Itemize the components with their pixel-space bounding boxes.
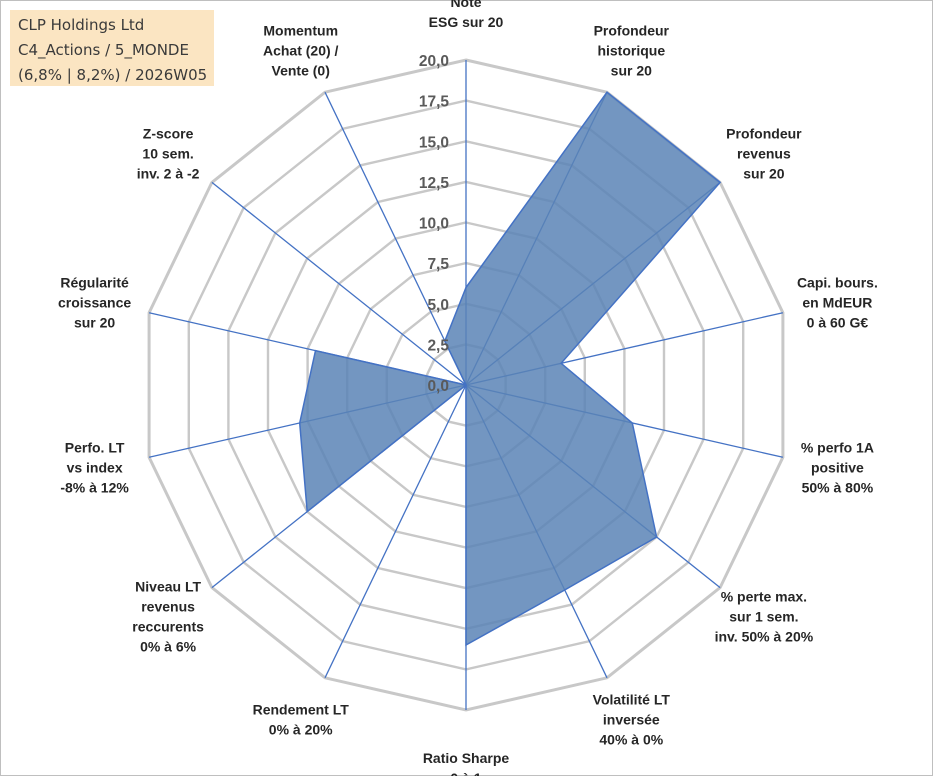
tick-label: 5,0 bbox=[427, 297, 449, 314]
radial-tick-labels: 0,0 2,5 5,0 7,5 10,0 12,5 15,0 17,5 20,0 bbox=[419, 53, 450, 395]
axis-label-line: Note bbox=[450, 0, 481, 10]
axis-label: Z-score 10 sem. inv. 2 à -2 bbox=[137, 126, 200, 182]
axis-label: Momentum Achat (20) / Vente (0) bbox=[263, 23, 339, 79]
axis-label-line: Niveau LT bbox=[135, 578, 201, 594]
axis-label: % perfo 1A positive 50% à 80% bbox=[801, 440, 874, 496]
axis-label-line: 10 sem. bbox=[142, 146, 193, 162]
tick-label: 12,5 bbox=[419, 175, 450, 192]
axis-label-line: ESG sur 20 bbox=[429, 14, 504, 30]
axis-label-line: Perfo. LT bbox=[65, 440, 125, 456]
axis-label-line: revenus bbox=[141, 598, 195, 614]
axis-label-line: 0 à 1 bbox=[450, 770, 481, 776]
axis-label-line: Profondeur bbox=[726, 126, 802, 142]
axis-label: Profondeur revenus sur 20 bbox=[726, 126, 802, 182]
axis-label-line: -8% à 12% bbox=[60, 480, 129, 496]
axis-label: Régularité croissance sur 20 bbox=[58, 274, 131, 330]
axis-label-line: Volatilité LT bbox=[593, 691, 671, 707]
axis-label-line: % perte max. bbox=[721, 588, 807, 604]
axis-spoke bbox=[324, 384, 467, 679]
chart-title-box: CLP Holdings Ltd C4_Actions / 5_MONDE (6… bbox=[10, 10, 214, 86]
axis-label-line: sur 1 sem. bbox=[729, 608, 798, 624]
axis-label: % perte max. sur 1 sem. inv. 50% à 20% bbox=[715, 588, 814, 644]
axis-label-line: revenus bbox=[737, 146, 791, 162]
axis-label-line: historique bbox=[597, 43, 665, 59]
tick-label: 7,5 bbox=[427, 256, 449, 273]
tick-label: 17,5 bbox=[419, 94, 450, 111]
tick-label: 2,5 bbox=[427, 337, 449, 354]
axis-label-line: 0 à 60 G€ bbox=[807, 314, 869, 330]
axis-label: Ratio Sharpe 0 à 1 bbox=[423, 750, 510, 776]
axis-label-line: Capi. bours. bbox=[797, 274, 878, 290]
tick-label: 0,0 bbox=[427, 378, 449, 395]
radar-series bbox=[298, 91, 722, 647]
axis-label-line: 40% à 0% bbox=[599, 731, 663, 747]
axis-label-line: vs index bbox=[67, 460, 123, 476]
axis-label-line: sur 20 bbox=[611, 63, 652, 79]
axis-label-line: en MdEUR bbox=[802, 294, 872, 310]
axis-label-line: Profondeur bbox=[594, 23, 670, 39]
axis-spoke bbox=[211, 181, 467, 386]
axis-label-line: inv. 2 à -2 bbox=[137, 166, 200, 182]
axis-label-line: Achat (20) / bbox=[263, 43, 339, 59]
axis-label-line: Vente (0) bbox=[272, 63, 330, 79]
axis-label: Volatilité LT inversée 40% à 0% bbox=[593, 691, 671, 747]
axis-label-line: sur 20 bbox=[743, 166, 784, 182]
tick-label: 15,0 bbox=[419, 134, 449, 151]
axis-labels: Note ESG sur 20 Profondeur historique sur 20… bbox=[58, 0, 878, 776]
axis-label: Note ESG sur 20 bbox=[429, 0, 504, 30]
axis-label-line: croissance bbox=[58, 294, 131, 310]
title-company: CLP Holdings Ltd bbox=[18, 16, 145, 34]
tick-label: 10,0 bbox=[419, 216, 449, 233]
axis-label-line: 50% à 80% bbox=[802, 480, 874, 496]
axis-label: Rendement LT 0% à 20% bbox=[253, 701, 350, 737]
axis-label-line: inversée bbox=[603, 711, 660, 727]
axis-label-line: % perfo 1A bbox=[801, 440, 874, 456]
axis-label-line: Ratio Sharpe bbox=[423, 750, 510, 766]
axis-label-line: Régularité bbox=[60, 274, 129, 290]
tick-label: 20,0 bbox=[419, 53, 449, 70]
axis-label-line: 0% à 6% bbox=[140, 638, 197, 654]
axis-label: Profondeur historique sur 20 bbox=[594, 23, 670, 79]
axis-label-line: Rendement LT bbox=[253, 701, 350, 717]
series-area bbox=[298, 91, 722, 647]
axis-label-line: positive bbox=[811, 460, 864, 476]
axis-label-line: reccurents bbox=[132, 618, 204, 634]
title-category: C4_Actions / 5_MONDE bbox=[18, 41, 189, 59]
axis-spoke bbox=[324, 91, 467, 386]
axis-label: Niveau LT revenus reccurents 0% à 6% bbox=[132, 578, 204, 654]
axis-label-line: inv. 50% à 20% bbox=[715, 628, 814, 644]
axis-label-line: sur 20 bbox=[74, 314, 115, 330]
axis-label: Capi. bours. en MdEUR 0 à 60 G€ bbox=[797, 274, 878, 330]
axis-label-line: Momentum bbox=[263, 23, 338, 39]
axis-label-line: 0% à 20% bbox=[269, 721, 333, 737]
axis-label-line: Z-score bbox=[143, 126, 194, 142]
axis-label: Perfo. LT vs index -8% à 12% bbox=[60, 440, 129, 496]
title-period: (6,8% | 8,2%) / 2026W05 bbox=[18, 66, 208, 84]
